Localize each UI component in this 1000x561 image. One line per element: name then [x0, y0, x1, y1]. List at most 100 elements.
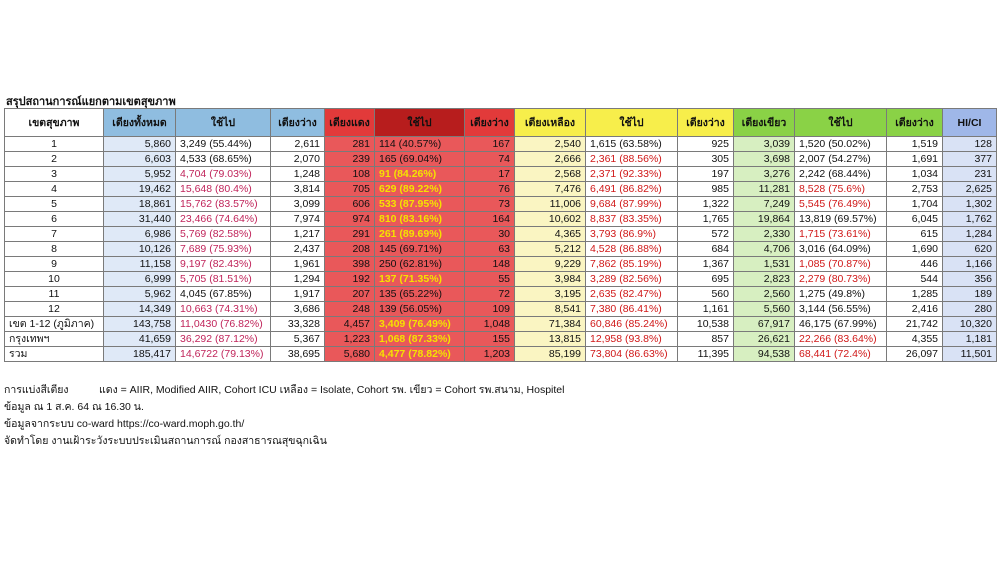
footnotes: การแบ่งสีเตียง แดง = AIIR, Modified AIIR,… [4, 382, 564, 450]
cell-grn-used: 68,441 (72.4%) [794, 346, 887, 362]
table-row: 8 10,126 7,689 (75.93%) 2,437 208 145 (69.71%… [4, 241, 997, 257]
cell-used: 5,705 (81.51%) [175, 271, 271, 287]
cell-yel-free: 695 [677, 271, 734, 287]
cell-red-free: 155 [464, 331, 515, 347]
table-row: 4 19,462 15,648 (80.4%) 3,814 705 629 (89.22%… [4, 181, 997, 197]
cell-red-total: 1,223 [324, 331, 375, 347]
cell-free: 3,099 [270, 196, 325, 212]
cell-grn-free: 1,519 [886, 136, 943, 152]
cell-grn-total: 1,531 [733, 256, 795, 272]
cell-hici: 189 [942, 286, 997, 302]
cell-red-total: 207 [324, 286, 375, 302]
cell-yel-free: 10,538 [677, 316, 734, 332]
cell-yel-total: 13,815 [514, 331, 586, 347]
cell-yel-used: 3,289 (82.56%) [585, 271, 678, 287]
cell-yel-total: 5,212 [514, 241, 586, 257]
cell-zone: 12 [4, 301, 104, 317]
cell-yel-used: 7,862 (85.19%) [585, 256, 678, 272]
cell-total: 5,962 [103, 286, 176, 302]
cell-grn-total: 94,538 [733, 346, 795, 362]
cell-yel-total: 2,540 [514, 136, 586, 152]
source-note: ข้อมูลจากระบบ co-ward https://co-ward.mo… [4, 418, 245, 430]
cell-grn-used: 3,016 (64.09%) [794, 241, 887, 257]
cell-used: 4,533 (68.65%) [175, 151, 271, 167]
cell-zone: 3 [4, 166, 104, 182]
cell-yel-total: 10,602 [514, 211, 586, 227]
cell-grn-total: 2,560 [733, 286, 795, 302]
cell-red-free: 164 [464, 211, 515, 227]
legend-key: การแบ่งสีเตียง [4, 384, 69, 396]
cell-free: 33,328 [270, 316, 325, 332]
cell-hici: 620 [942, 241, 997, 257]
cell-red-total: 398 [324, 256, 375, 272]
cell-grn-used: 46,175 (67.99%) [794, 316, 887, 332]
cell-zone: 7 [4, 226, 104, 242]
cell-total: 6,986 [103, 226, 176, 242]
col-header-green-beds: เตียงเขียว [733, 108, 795, 137]
cell-grn-total: 3,039 [733, 136, 795, 152]
cell-red-used: 533 (87.95%) [374, 196, 465, 212]
cell-grn-used: 2,279 (80.73%) [794, 271, 887, 287]
prepared-by-note: จัดทำโดย งานเฝ้าระวังระบบประเมินสถานการณ… [4, 435, 327, 447]
cell-red-used: 629 (89.22%) [374, 181, 465, 197]
summary-row: เขต 1-12 (ภูมิภาค) 143,758 11,0430 (76.82%… [4, 316, 997, 332]
cell-yel-free: 1,367 [677, 256, 734, 272]
col-header-green-used: ใช้ไป [794, 108, 887, 137]
cell-hici: 1,762 [942, 211, 997, 227]
cell-zone: 1 [4, 136, 104, 152]
cell-red-total: 248 [324, 301, 375, 317]
table-row: 2 6,603 4,533 (68.65%) 2,070 239 165 (69.04%)… [4, 151, 997, 167]
col-header-used: ใช้ไป [175, 108, 271, 137]
cell-red-total: 239 [324, 151, 375, 167]
cell-yel-free: 857 [677, 331, 734, 347]
cell-red-free: 72 [464, 286, 515, 302]
as-of-note: ข้อมูล ณ 1 ส.ค. 64 ณ 16.30 น. [4, 401, 144, 413]
cell-red-used: 91 (84.26%) [374, 166, 465, 182]
cell-grn-used: 22,266 (83.64%) [794, 331, 887, 347]
cell-red-total: 4,457 [324, 316, 375, 332]
cell-red-total: 281 [324, 136, 375, 152]
cell-hici: 356 [942, 271, 997, 287]
cell-used: 14,6722 (79.13%) [175, 346, 271, 362]
cell-grn-used: 13,819 (69.57%) [794, 211, 887, 227]
cell-yel-used: 2,361 (88.56%) [585, 151, 678, 167]
cell-total: 5,952 [103, 166, 176, 182]
cell-free: 1,294 [270, 271, 325, 287]
cell-total: 31,440 [103, 211, 176, 227]
cell-yel-free: 925 [677, 136, 734, 152]
cell-yel-total: 3,195 [514, 286, 586, 302]
cell-used: 36,292 (87.12%) [175, 331, 271, 347]
cell-free: 1,248 [270, 166, 325, 182]
table-row: 7 6,986 5,769 (82.58%) 1,217 291 261 (89.69%)… [4, 226, 997, 242]
cell-yel-total: 8,541 [514, 301, 586, 317]
table-row: 12 14,349 10,663 (74.31%) 3,686 248 139 (56.0… [4, 301, 997, 317]
cell-hici: 1,302 [942, 196, 997, 212]
cell-used: 7,689 (75.93%) [175, 241, 271, 257]
cell-red-free: 63 [464, 241, 515, 257]
col-header-yellow-free: เตียงว่าง [677, 108, 734, 137]
cell-used: 4,045 (67.85%) [175, 286, 271, 302]
cell-total: 11,158 [103, 256, 176, 272]
cell-grn-free: 446 [886, 256, 943, 272]
cell-zone: รวม [4, 346, 104, 362]
page-title: สรุปสถานการณ์แยกตามเขตสุขภาพ [6, 96, 176, 108]
cell-hici: 128 [942, 136, 997, 152]
cell-free: 2,437 [270, 241, 325, 257]
summary-row: รวม 185,417 14,6722 (79.13%) 38,695 5,680 4,4… [4, 346, 997, 362]
cell-red-used: 3,409 (76.49%) [374, 316, 465, 332]
cell-grn-used: 2,007 (54.27%) [794, 151, 887, 167]
cell-yel-total: 85,199 [514, 346, 586, 362]
col-header-yellow-beds: เตียงเหลือง [514, 108, 586, 137]
cell-used: 23,466 (74.64%) [175, 211, 271, 227]
cell-used: 9,197 (82.43%) [175, 256, 271, 272]
cell-free: 5,367 [270, 331, 325, 347]
cell-red-total: 5,680 [324, 346, 375, 362]
cell-hici: 1,284 [942, 226, 997, 242]
cell-grn-free: 21,742 [886, 316, 943, 332]
table-row: 3 5,952 4,704 (79.03%) 1,248 108 91 (84.26%) 1… [4, 166, 997, 182]
col-header-yellow-used: ใช้ไป [585, 108, 678, 137]
cell-grn-free: 544 [886, 271, 943, 287]
cell-red-free: 1,048 [464, 316, 515, 332]
cell-red-used: 145 (69.71%) [374, 241, 465, 257]
cell-red-used: 135 (65.22%) [374, 286, 465, 302]
